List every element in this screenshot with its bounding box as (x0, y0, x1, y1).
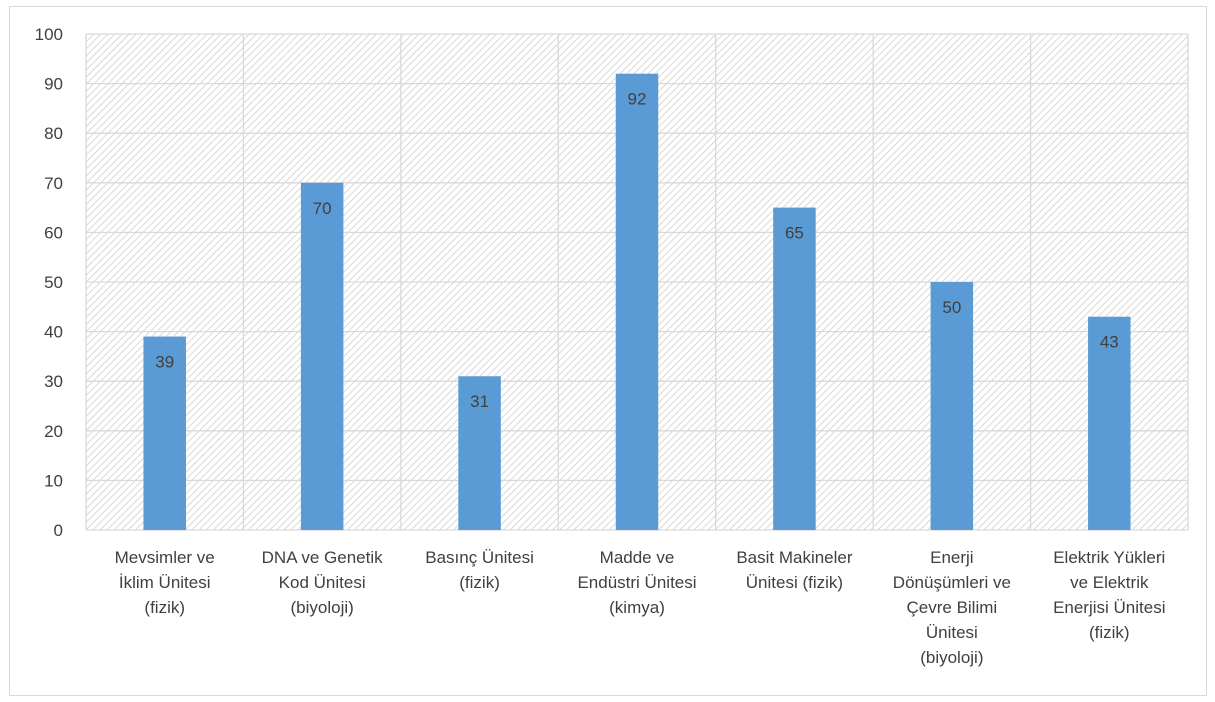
data-label: 65 (785, 224, 804, 243)
y-tick-label: 0 (54, 521, 63, 540)
data-label: 70 (313, 199, 332, 218)
x-category-label: Enerji Dönüşümleri ve Çevre Bilimi Ünitesi(… (893, 548, 1011, 667)
data-label: 43 (1100, 333, 1119, 352)
bar (300, 182, 344, 531)
x-category-label: Elektrik Yükleri ve Elektrik Enerjisi Ünit… (1053, 548, 1165, 642)
x-axis: Mevsimler ve İklim Ünitesi (fizik) DNA ve G… (115, 548, 1166, 667)
y-tick-label: 90 (44, 75, 63, 94)
data-label: 31 (470, 392, 489, 411)
data-label: 50 (942, 298, 961, 317)
bar (773, 207, 816, 530)
bar (143, 336, 186, 530)
bar (1088, 316, 1131, 530)
x-category-label: Basınç Ünitesi (fizik) (425, 548, 534, 592)
y-tick-label: 100 (35, 25, 63, 44)
data-label: 92 (628, 90, 647, 109)
bar (930, 282, 974, 530)
data-label: 39 (155, 353, 174, 372)
bars: 39 70 31 92 65 50 43 (143, 73, 1131, 531)
y-tick-label: 40 (44, 323, 63, 342)
y-tick-label: 80 (44, 124, 63, 143)
y-tick-label: 10 (44, 471, 63, 490)
bar (615, 73, 659, 531)
y-tick-label: 50 (44, 273, 63, 292)
y-tick-label: 60 (44, 223, 63, 242)
x-category-label: Basit Makineler Ünitesi (fizik) (736, 548, 853, 592)
bar (458, 376, 501, 530)
y-tick-label: 20 (44, 422, 63, 441)
x-category-label: Madde ve Endüstri Ünitesi (kimya) (577, 548, 696, 617)
x-category-label: DNA ve Genetik Kod Ünitesi (biyoloji) (262, 548, 383, 617)
y-tick-label: 70 (44, 174, 63, 193)
y-tick-label: 30 (44, 372, 63, 391)
x-category-label: Mevsimler ve İklim Ünitesi (fizik) (115, 548, 215, 617)
y-axis: 0 10 20 30 40 50 60 70 80 90 100 (35, 25, 63, 540)
